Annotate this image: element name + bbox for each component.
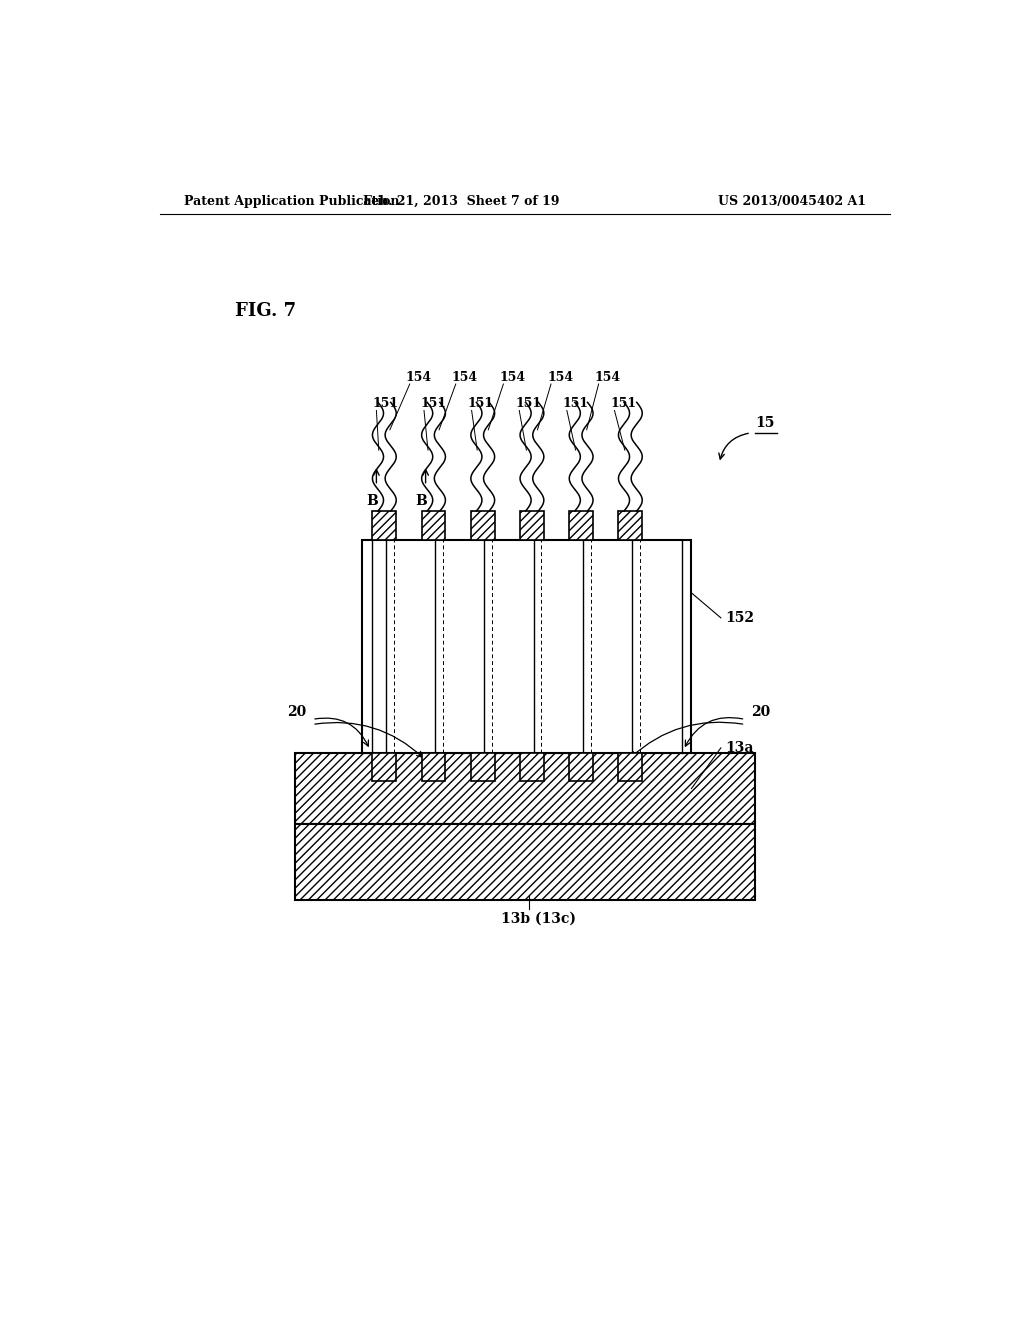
Text: B: B [416,494,427,508]
Text: 151: 151 [515,397,542,411]
Text: 154: 154 [406,371,432,384]
Text: 154: 154 [547,371,573,384]
Text: 151: 151 [420,397,446,411]
Bar [362,540,691,752]
Text: US 2013/0045402 A1: US 2013/0045402 A1 [718,194,866,207]
Text: 15: 15 [755,416,774,430]
Text: 151: 151 [373,397,398,411]
Text: 20: 20 [751,705,770,719]
Text: FIG. 7: FIG. 7 [236,302,296,319]
Bar [422,511,445,540]
Bar [422,752,445,781]
Bar [373,511,396,540]
Text: 154: 154 [595,371,621,384]
Text: 13b (13c): 13b (13c) [501,912,575,925]
Text: 151: 151 [563,397,589,411]
Bar [471,511,495,540]
Bar [471,752,495,781]
Bar [520,752,544,781]
Text: 154: 154 [500,371,525,384]
Text: 151: 151 [468,397,494,411]
Bar [569,752,593,781]
Bar [520,511,544,540]
Text: 154: 154 [452,371,478,384]
Text: 151: 151 [610,397,637,411]
Bar [373,752,396,781]
Text: Patent Application Publication: Patent Application Publication [183,194,399,207]
Text: 152: 152 [725,611,754,624]
Text: B: B [367,494,378,508]
Text: Feb. 21, 2013  Sheet 7 of 19: Feb. 21, 2013 Sheet 7 of 19 [364,194,559,207]
Bar [569,511,593,540]
Bar [295,824,755,900]
Bar [295,752,755,824]
Text: 13a: 13a [725,741,754,755]
Text: 20: 20 [288,705,306,719]
Bar [618,511,642,540]
Bar [618,752,642,781]
